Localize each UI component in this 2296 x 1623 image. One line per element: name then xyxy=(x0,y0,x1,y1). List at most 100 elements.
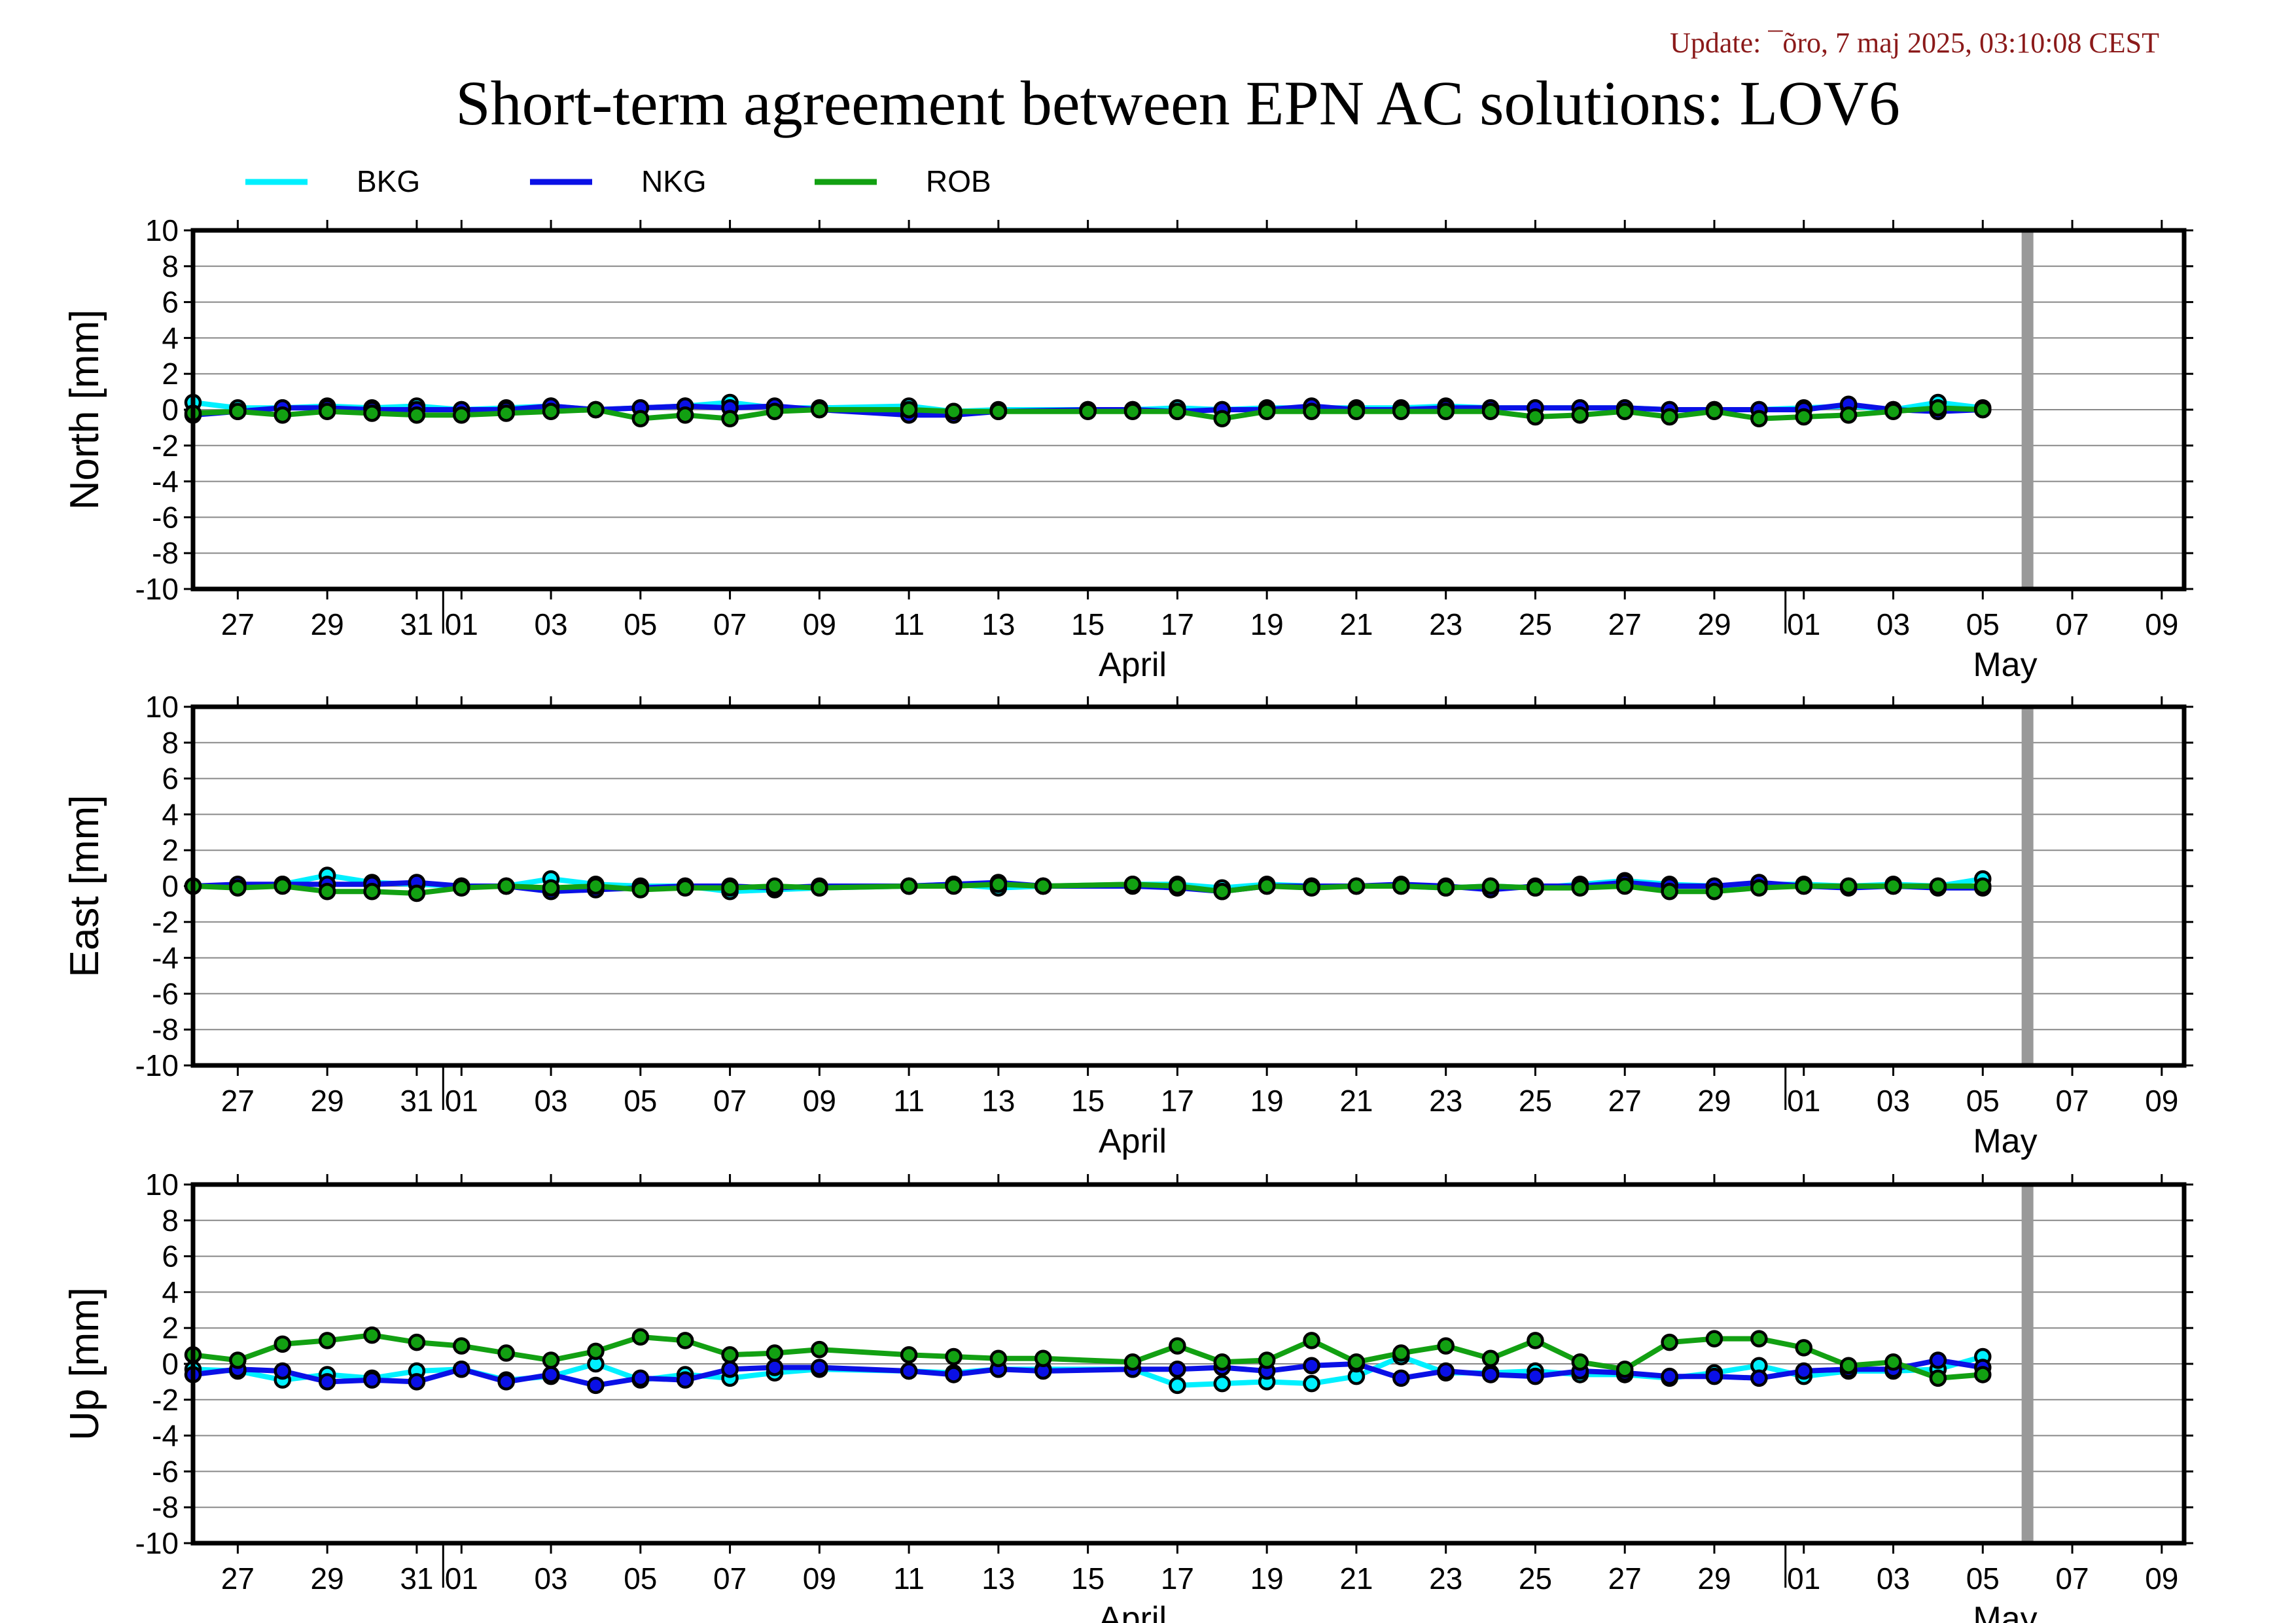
y-tick-label: -2 xyxy=(152,1383,179,1417)
x-tick-label: 01 xyxy=(445,1561,478,1596)
y-tick-label: 10 xyxy=(145,690,179,724)
x-tick-label: 27 xyxy=(221,1084,255,1118)
data-point-nkg xyxy=(1929,1351,1947,1369)
data-point-rob xyxy=(229,879,247,897)
x-tick-label: 25 xyxy=(1519,1561,1552,1596)
data-point-rob xyxy=(811,1340,828,1359)
data-point-rob xyxy=(1705,402,1723,420)
data-point-rob xyxy=(1884,402,1902,420)
data-point-rob xyxy=(1481,1349,1500,1368)
y-tick-label: -10 xyxy=(135,1048,179,1082)
data-point-rob xyxy=(1213,882,1231,901)
x-tick-label: 03 xyxy=(534,1084,567,1118)
x-tick-label: 27 xyxy=(1608,1084,1642,1118)
y-axis-label: Up [mm] xyxy=(62,1287,107,1440)
x-tick-label: 05 xyxy=(1966,1561,2000,1596)
data-point-nkg xyxy=(587,1376,605,1395)
data-point-rob xyxy=(453,879,470,897)
y-axis-label: East [mm] xyxy=(62,794,107,977)
x-tick-label: 13 xyxy=(981,607,1015,641)
x-tick-label: 31 xyxy=(400,1561,433,1596)
x-tick-label: 05 xyxy=(1966,1084,2000,1118)
data-point-rob xyxy=(1839,1357,1858,1374)
data-point-rob xyxy=(900,401,918,419)
data-point-rob xyxy=(1974,401,1992,419)
data-point-rob xyxy=(631,410,650,427)
data-point-nkg xyxy=(542,1366,560,1383)
x-tick-label: 17 xyxy=(1161,607,1194,641)
plot-frame xyxy=(190,228,2187,592)
data-point-rob xyxy=(1750,410,1768,427)
data-point-nkg xyxy=(1795,1362,1813,1380)
data-point-rob xyxy=(497,877,515,895)
data-point-nkg xyxy=(631,1369,650,1387)
data-point-rob xyxy=(1213,410,1231,427)
x-tick-label: 13 xyxy=(981,1561,1015,1596)
x-tick-label: 29 xyxy=(311,1561,344,1596)
x-tick-label: 05 xyxy=(624,1084,657,1118)
data-point-rob xyxy=(1661,1333,1678,1351)
data-point-rob xyxy=(631,881,650,899)
data-point-nkg xyxy=(900,1362,918,1380)
data-point-rob xyxy=(318,882,336,901)
data-point-rob xyxy=(1347,1353,1366,1371)
y-tick-label: 2 xyxy=(162,357,179,391)
x-tick-label: 05 xyxy=(624,1561,657,1596)
y-tick-label: -2 xyxy=(152,905,179,939)
y-tick-label: 0 xyxy=(162,393,179,427)
data-point-nkg xyxy=(1303,1357,1320,1374)
data-point-rob xyxy=(811,401,828,419)
data-point-rob xyxy=(408,1333,426,1351)
data-point-rob xyxy=(1123,402,1142,420)
data-point-rob xyxy=(453,406,470,424)
data-point-rob xyxy=(1839,406,1858,424)
data-point-rob xyxy=(363,404,381,422)
y-tick-label: 4 xyxy=(162,797,179,831)
x-tick-label: 19 xyxy=(1250,607,1284,641)
x-tick-label: 27 xyxy=(221,1561,255,1596)
data-point-rob xyxy=(1616,877,1634,895)
data-point-rob xyxy=(453,1337,470,1355)
x-tick-label: 03 xyxy=(1877,607,1910,641)
data-point-rob xyxy=(1974,877,1992,895)
data-point-rob xyxy=(1169,877,1186,895)
data-point-rob xyxy=(1169,1337,1186,1355)
data-point-rob xyxy=(318,402,336,420)
data-point-rob xyxy=(900,877,918,895)
x-tick-label: 01 xyxy=(1787,1084,1820,1118)
x-tick-label: 27 xyxy=(1608,1561,1642,1596)
data-point-nkg xyxy=(766,1359,784,1376)
y-axis-label: North [mm] xyxy=(62,310,107,510)
y-tick-label: 2 xyxy=(162,1311,179,1345)
x-tick-label: 21 xyxy=(1339,1084,1373,1118)
month-label: May xyxy=(1973,646,2037,684)
y-tick-label: 0 xyxy=(162,1347,179,1381)
legend-label-rob: ROB xyxy=(926,164,991,198)
data-point-nkg xyxy=(1481,1366,1500,1383)
y-tick-label: -4 xyxy=(152,1419,179,1453)
x-tick-label: 05 xyxy=(624,607,657,641)
y-tick-label: -10 xyxy=(135,572,179,606)
data-point-nkg xyxy=(318,1373,336,1391)
data-point-rob xyxy=(1527,879,1544,897)
data-point-rob xyxy=(1123,1353,1142,1371)
y-tick-label: 4 xyxy=(162,321,179,355)
x-tick-label: 25 xyxy=(1519,1084,1552,1118)
y-tick-label: 2 xyxy=(162,833,179,867)
y-tick-label: 8 xyxy=(162,726,179,760)
data-point-bkg xyxy=(1169,1376,1186,1395)
x-tick-label: 09 xyxy=(803,1561,836,1596)
y-tick-label: 4 xyxy=(162,1275,179,1309)
data-point-nkg xyxy=(811,1359,828,1376)
x-tick-label: 31 xyxy=(400,1084,433,1118)
legend-label-nkg: NKG xyxy=(641,164,707,198)
data-point-rob xyxy=(1034,877,1052,895)
data-point-rob xyxy=(408,884,426,902)
data-point-nkg xyxy=(1750,1369,1768,1387)
data-point-rob xyxy=(1750,1330,1768,1347)
y-tick-label: -6 xyxy=(152,500,179,534)
data-point-nkg xyxy=(453,1360,470,1378)
x-tick-label: 19 xyxy=(1250,1561,1284,1596)
month-label: April xyxy=(1099,646,1167,684)
